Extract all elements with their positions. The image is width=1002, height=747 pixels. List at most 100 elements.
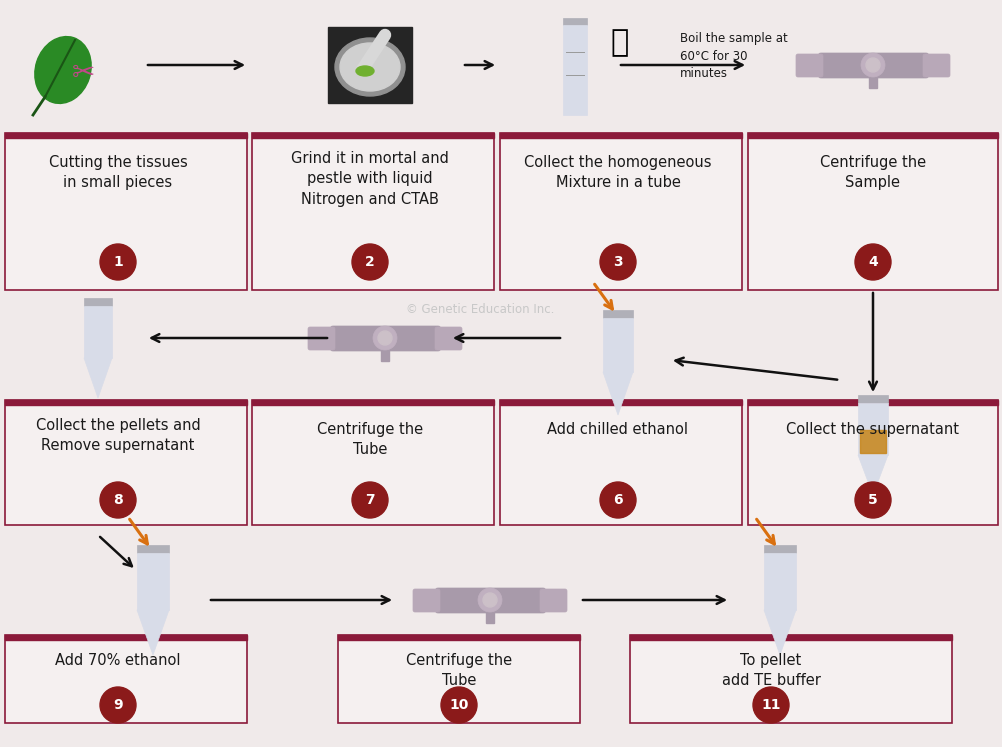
Text: Grind it in mortal and
pestle with liquid
Nitrogen and CTAB: Grind it in mortal and pestle with liqui… [291,151,449,207]
Text: © Genetic Education Inc.: © Genetic Education Inc. [406,303,554,316]
Bar [137,545,168,553]
Text: Cutting the tissues
in small pieces: Cutting the tissues in small pieces [48,155,187,190]
Bar [562,18,586,25]
Bar [84,306,112,358]
Circle shape [100,244,136,280]
FancyBboxPatch shape [747,400,997,525]
Circle shape [599,244,635,280]
Text: 3: 3 [612,255,622,269]
Text: ✂: ✂ [71,59,94,87]
Bar [500,400,741,405]
Text: 7: 7 [365,493,375,507]
FancyBboxPatch shape [5,635,246,723]
Ellipse shape [340,43,400,91]
Bar [5,133,246,138]
Text: 1: 1 [113,255,123,269]
FancyBboxPatch shape [308,327,335,350]
Circle shape [753,687,789,723]
Circle shape [854,482,890,518]
FancyBboxPatch shape [747,133,997,290]
Text: Boil the sample at
60°C for 30
minutes: Boil the sample at 60°C for 30 minutes [679,32,787,80]
FancyBboxPatch shape [5,133,246,290]
Ellipse shape [35,37,91,103]
FancyBboxPatch shape [252,133,494,290]
Bar [84,298,112,306]
Ellipse shape [335,38,405,96]
FancyBboxPatch shape [338,635,579,723]
Bar [137,553,168,610]
Bar [747,133,997,138]
FancyBboxPatch shape [5,400,246,525]
FancyBboxPatch shape [500,400,741,525]
Bar [764,545,796,553]
FancyBboxPatch shape [796,54,823,77]
Circle shape [441,687,477,723]
FancyBboxPatch shape [500,133,741,290]
Bar [857,403,887,455]
Bar [328,27,412,103]
Circle shape [352,244,388,280]
Text: 4: 4 [868,255,877,269]
FancyBboxPatch shape [435,327,462,350]
Circle shape [373,326,397,350]
Text: Centrifuge the
Sample: Centrifuge the Sample [819,155,925,190]
Polygon shape [857,455,887,495]
Bar [602,310,632,318]
Text: 9: 9 [113,698,122,712]
Circle shape [854,244,890,280]
Polygon shape [137,610,168,655]
Circle shape [483,593,497,607]
Bar [252,133,494,138]
Text: Centrifuge the
Tube: Centrifuge the Tube [406,653,512,689]
Circle shape [478,588,501,612]
Bar [5,635,246,640]
Bar [5,400,246,405]
Bar [868,74,876,88]
Text: 5: 5 [868,493,877,507]
Text: Add 70% ethanol: Add 70% ethanol [55,653,180,668]
Bar [338,635,579,640]
FancyBboxPatch shape [435,588,545,613]
Circle shape [352,482,388,518]
Bar [500,133,741,138]
Bar [602,318,632,372]
Circle shape [860,53,884,77]
Bar [562,25,586,115]
Circle shape [865,58,879,72]
FancyBboxPatch shape [922,54,949,77]
Circle shape [100,687,136,723]
Text: 10: 10 [449,698,468,712]
Text: 11: 11 [761,698,780,712]
Circle shape [599,482,635,518]
Polygon shape [764,610,796,655]
Circle shape [100,482,136,518]
Ellipse shape [356,66,374,76]
Bar [486,609,494,623]
Polygon shape [602,372,632,415]
FancyBboxPatch shape [413,589,440,612]
Text: 2: 2 [365,255,375,269]
Bar [747,400,997,405]
Text: Collect the supernatant: Collect the supernatant [786,422,959,437]
Bar [764,553,796,610]
Bar [629,635,951,640]
Text: 8: 8 [113,493,123,507]
Text: Add chilled ethanol: Add chilled ethanol [547,422,687,437]
FancyBboxPatch shape [539,589,566,612]
FancyBboxPatch shape [629,635,951,723]
Text: To pellet
add TE buffer: To pellet add TE buffer [720,653,820,689]
Text: 6: 6 [612,493,622,507]
Text: Collect the homogeneous
Mixture in a tube: Collect the homogeneous Mixture in a tub… [524,155,711,190]
Bar [252,400,494,405]
Text: Centrifuge the
Tube: Centrifuge the Tube [317,422,423,457]
FancyBboxPatch shape [330,326,441,351]
Bar [381,347,389,361]
Bar [857,395,887,403]
Text: 🔥: 🔥 [610,28,628,57]
Text: Collect the pellets and
Remove supernatant: Collect the pellets and Remove supernata… [36,418,200,453]
FancyBboxPatch shape [252,400,494,525]
Bar [859,430,885,453]
Circle shape [378,331,392,345]
FancyBboxPatch shape [818,53,928,78]
Polygon shape [84,358,112,398]
